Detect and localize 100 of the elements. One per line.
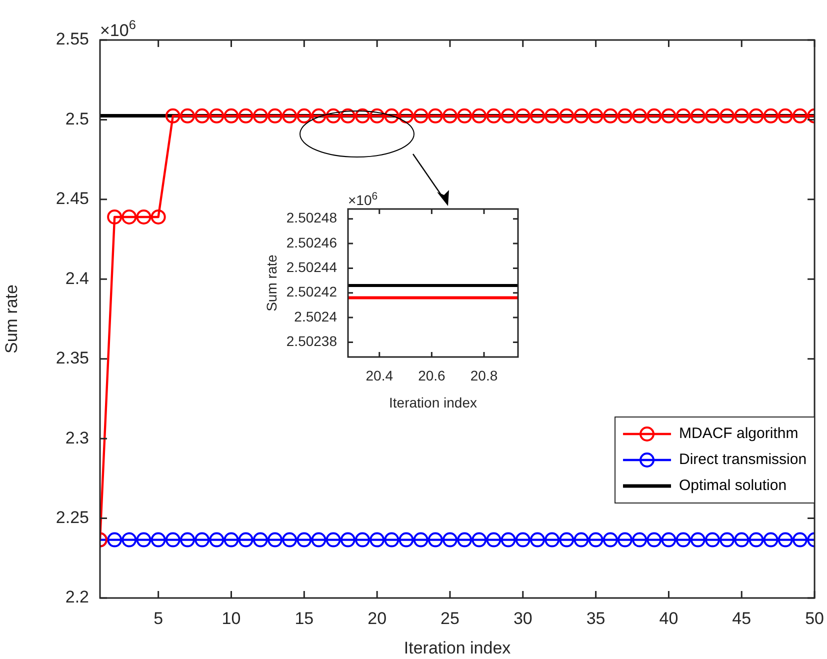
point	[398, 108, 414, 124]
point	[661, 532, 676, 548]
y-tick-label: 2.5	[65, 109, 89, 128]
point	[413, 108, 428, 124]
point	[676, 108, 691, 124]
point	[296, 108, 312, 124]
point	[617, 108, 632, 124]
point	[574, 532, 589, 548]
point	[180, 108, 195, 124]
point	[559, 108, 574, 124]
point	[690, 532, 706, 548]
y-tick-label: 2.45	[56, 189, 89, 208]
point	[136, 532, 152, 548]
point	[734, 108, 750, 124]
point	[544, 532, 560, 548]
point	[340, 532, 356, 548]
point	[252, 108, 268, 124]
point	[530, 532, 545, 548]
x-axis-title: Iteration index	[389, 394, 477, 410]
point	[690, 108, 706, 124]
point	[632, 532, 648, 548]
x-tick-label: 15	[294, 608, 314, 628]
y-tick-label: 2.25	[56, 508, 89, 527]
point	[209, 108, 224, 124]
point	[252, 532, 268, 548]
point	[267, 532, 282, 548]
point	[150, 532, 166, 548]
point	[544, 108, 560, 124]
point	[209, 532, 224, 548]
x-tick-label: 40	[659, 608, 678, 628]
y-tick-label: 2.50242	[286, 284, 338, 300]
point	[617, 532, 632, 548]
point	[370, 532, 385, 548]
legend-label: Optimal solution	[679, 477, 787, 494]
point	[428, 108, 443, 124]
point	[224, 108, 239, 124]
point	[720, 108, 735, 124]
point	[282, 532, 298, 548]
x-tick-label: 10	[222, 608, 241, 628]
x-tick-label: 35	[586, 608, 606, 628]
point	[296, 532, 312, 548]
y-tick-label: 2.4	[65, 268, 89, 288]
point	[354, 108, 370, 124]
legend-label: Direct transmission	[679, 451, 807, 468]
point	[588, 532, 604, 548]
y-axis-title: Sum rate	[2, 284, 21, 354]
point	[442, 532, 458, 548]
x-axis-title: Iteration index	[404, 638, 512, 658]
point	[748, 532, 764, 548]
point	[588, 108, 604, 124]
point	[311, 108, 326, 124]
point	[194, 108, 210, 124]
legend-label: MDACF algorithm	[679, 425, 798, 442]
point	[472, 108, 487, 124]
point	[107, 209, 122, 224]
point	[442, 108, 458, 124]
y-tick-label: 2.50246	[286, 234, 338, 250]
point	[384, 532, 400, 548]
y-tick-label: 2.2	[65, 588, 89, 607]
point	[194, 532, 210, 548]
point	[238, 532, 254, 548]
point	[792, 532, 808, 548]
point	[632, 108, 648, 124]
y-axis-title: Sum rate	[263, 254, 280, 312]
point	[500, 108, 516, 124]
point	[515, 108, 530, 124]
point	[530, 108, 545, 124]
point	[282, 108, 298, 124]
x-tick-label: 20	[368, 608, 387, 628]
point	[734, 532, 750, 548]
x-tick-label: 25	[440, 608, 460, 628]
point	[574, 108, 589, 124]
point	[515, 532, 530, 548]
y-tick-label: 2.35	[56, 348, 89, 368]
x-tick-label: 50	[805, 608, 824, 628]
point	[763, 108, 778, 124]
point	[457, 532, 472, 548]
point	[472, 532, 487, 548]
point	[500, 532, 516, 548]
point	[165, 532, 180, 548]
point	[792, 108, 808, 124]
point	[748, 108, 764, 124]
x-tick-label: 45	[732, 608, 752, 628]
y-tick-label: 2.50244	[286, 259, 338, 276]
point	[778, 108, 793, 124]
point	[602, 108, 618, 124]
point	[661, 108, 676, 124]
x-tick-label: 20.4	[366, 367, 394, 384]
point	[676, 532, 691, 548]
y-tick-label: 2.50238	[286, 333, 338, 350]
point	[238, 108, 254, 124]
point	[326, 108, 341, 124]
x-tick-label: 5	[154, 608, 164, 628]
point	[646, 108, 662, 124]
point	[370, 108, 385, 124]
point	[602, 532, 618, 548]
point	[384, 108, 400, 124]
point	[457, 108, 472, 124]
point	[107, 532, 122, 548]
point	[311, 532, 326, 548]
